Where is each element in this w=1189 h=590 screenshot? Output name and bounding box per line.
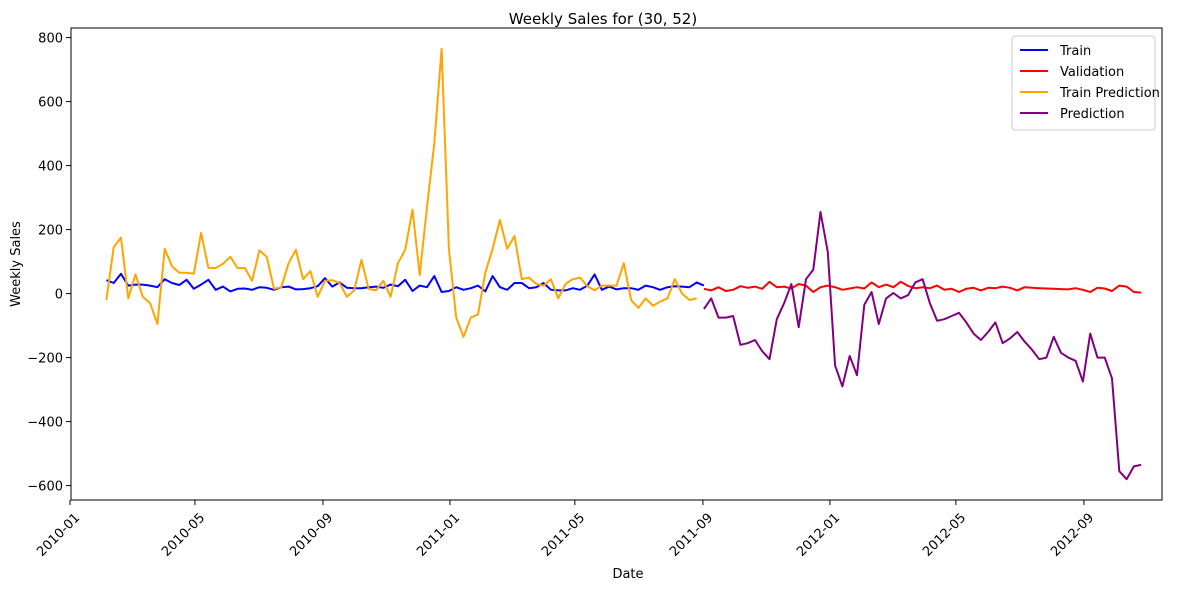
x-tick-label: 2011-09 xyxy=(667,511,716,560)
legend-label: Train xyxy=(1059,44,1091,59)
y-axis-label: Weekly Sales xyxy=(9,221,24,307)
chart-title: Weekly Sales for (30, 52) xyxy=(509,10,697,28)
x-tick-label: 2012-09 xyxy=(1048,511,1097,560)
y-tick-label: 600 xyxy=(38,96,63,111)
legend-label: Validation xyxy=(1060,65,1124,80)
y-tick-label: 200 xyxy=(38,224,63,239)
x-tick-label: 2011-05 xyxy=(539,511,588,560)
y-tick-label: −400 xyxy=(27,416,63,431)
x-tick-label: 2012-01 xyxy=(794,511,843,560)
x-tick-label: 2011-01 xyxy=(414,511,463,560)
x-axis-label: Date xyxy=(612,567,643,582)
legend-label: Prediction xyxy=(1060,107,1125,122)
y-tick-label: −200 xyxy=(27,352,63,367)
legend-label: Train Prediction xyxy=(1059,86,1160,101)
legend-box xyxy=(1011,35,1156,131)
y-tick-label: 800 xyxy=(38,32,63,47)
x-tick-label: 2010-01 xyxy=(34,511,83,560)
series-line-train-prediction xyxy=(105,47,697,338)
y-tick-label: 0 xyxy=(55,288,63,303)
x-axis: 2010-01 2010-05 2010-09 2011-01 2011-05 2011-… xyxy=(34,500,1097,560)
y-axis: −600 −400 −200 0 200 400 600 800 xyxy=(27,32,71,495)
series-line-train xyxy=(106,272,705,293)
axes-frame xyxy=(70,27,1163,501)
plot-area xyxy=(105,47,1142,481)
series-line-prediction xyxy=(703,211,1142,481)
y-tick-label: 400 xyxy=(38,160,63,175)
x-tick-label: 2010-05 xyxy=(159,511,208,560)
series-line-validation xyxy=(703,280,1142,294)
legend: Train Validation Train Prediction Predictio… xyxy=(1011,35,1160,131)
x-tick-label: 2012-05 xyxy=(920,511,969,560)
y-tick-label: −600 xyxy=(27,480,63,495)
x-tick-label: 2010-09 xyxy=(287,511,336,560)
